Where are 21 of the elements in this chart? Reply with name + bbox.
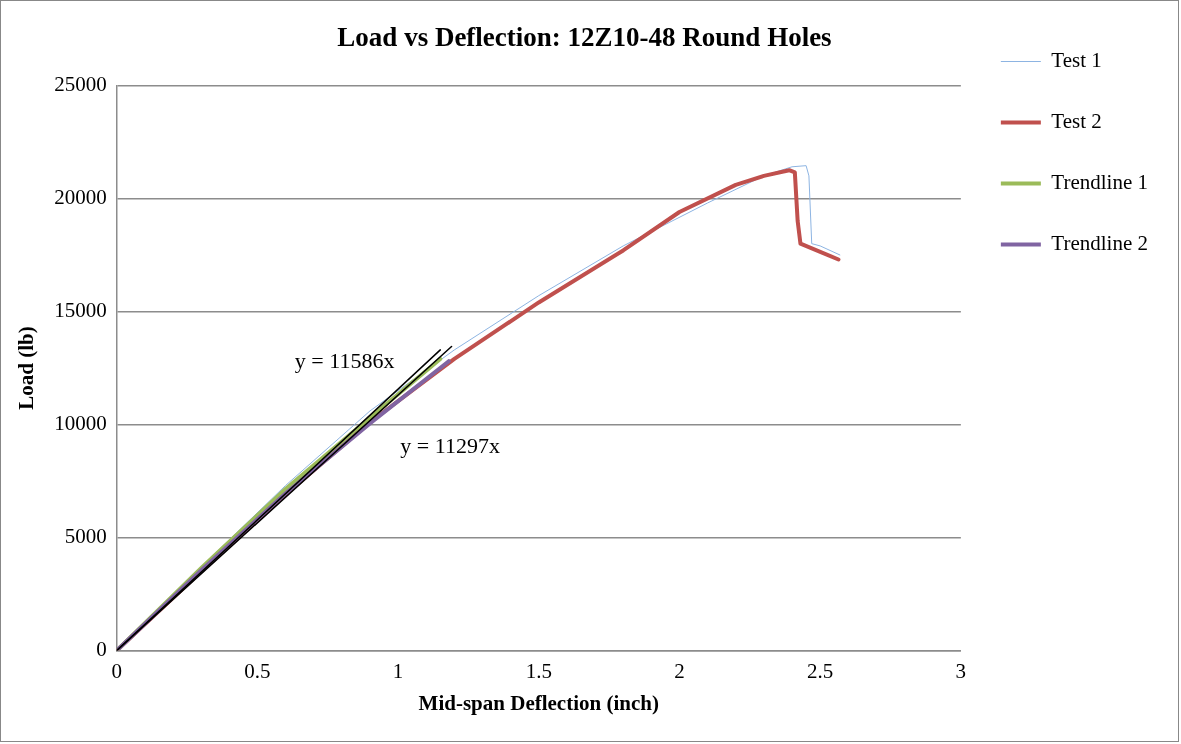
x-tick-label: 2.5 (807, 658, 834, 683)
y-axis-title: Load (lb) (14, 326, 39, 410)
legend-label: Trendline 1 (1051, 170, 1149, 195)
y-tick-label: 15000 (54, 298, 107, 322)
x-tick-label: 3 (955, 658, 967, 683)
legend-label: Trendline 2 (1051, 231, 1149, 256)
x-tick-label: 1 (392, 658, 404, 683)
x-tick-label: 2 (674, 658, 685, 683)
x-axis-title: Mid-span Deflection (inch) (418, 690, 659, 715)
y-tick-label: 20000 (54, 184, 107, 209)
legend-label: Test 2 (1051, 109, 1102, 134)
chart-title: Load vs Deflection: 12Z10-48 Round Holes (337, 22, 832, 53)
y-tick-label: 0 (96, 637, 107, 662)
y-tick-label: 10000 (54, 411, 107, 436)
y-tick-label: 5000 (64, 524, 107, 549)
legend-label: Test 1 (1051, 48, 1102, 73)
y-tick-label: 25000 (54, 71, 107, 96)
x-tick-label: 0.5 (244, 658, 271, 683)
x-tick-label: 1.5 (525, 658, 552, 683)
annotation: y = 11297x (400, 432, 500, 458)
annotation: y = 11586x (294, 348, 395, 374)
